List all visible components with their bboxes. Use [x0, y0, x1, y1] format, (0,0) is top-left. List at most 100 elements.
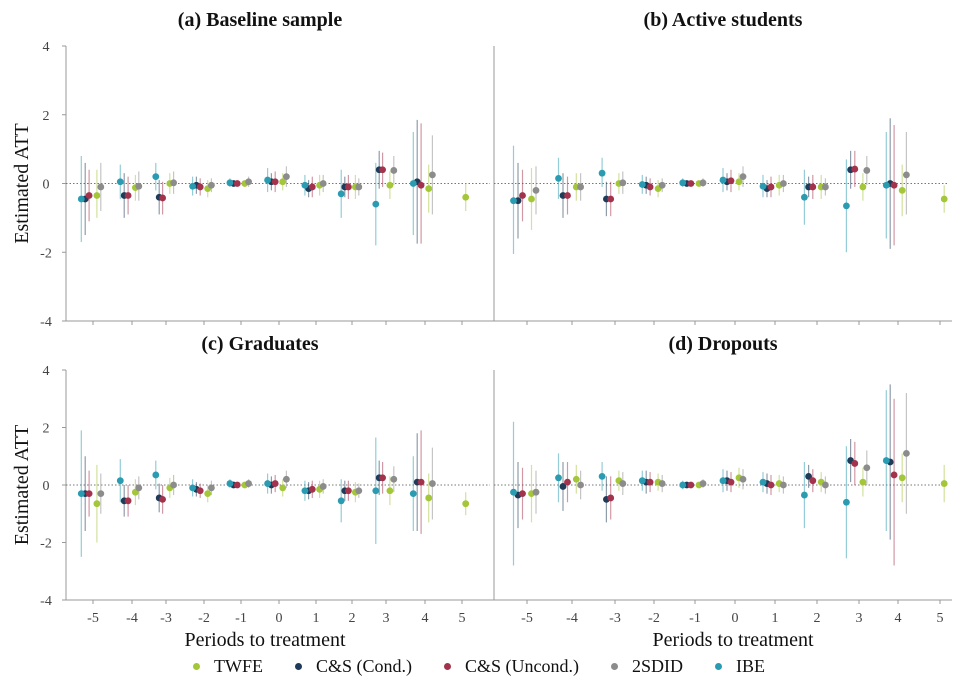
x-tick-label: -4 [126, 611, 138, 626]
data-point [152, 173, 160, 181]
x-axis-label: Periods to treatment [652, 629, 814, 651]
data-point [882, 457, 890, 464]
data-point [843, 498, 850, 506]
y-tick-label: 2 [43, 109, 50, 124]
data-point [658, 480, 666, 487]
x-tick-label: 1 [772, 611, 779, 626]
data-point [372, 200, 380, 208]
data-point [390, 167, 398, 174]
data-point [528, 195, 535, 203]
data-point [208, 484, 215, 492]
data-point [425, 494, 433, 502]
data-point [345, 487, 352, 495]
data-point [532, 186, 540, 194]
x-tick-label: -5 [521, 611, 533, 626]
data-point [719, 477, 727, 485]
data-point [417, 181, 425, 189]
data-point [271, 178, 279, 186]
x-axis-label: Periods to treatment [184, 629, 346, 651]
x-tick-label: -3 [609, 611, 621, 626]
data-point [898, 474, 906, 482]
data-point [638, 477, 646, 485]
x-tick-label: 2 [349, 611, 356, 626]
data-point [940, 480, 948, 487]
data-point [532, 488, 540, 496]
data-point [135, 182, 143, 190]
data-point [429, 171, 436, 179]
data-point [577, 481, 584, 489]
y-tick-label: -4 [40, 594, 52, 609]
data-point [780, 180, 787, 187]
data-point [890, 471, 898, 479]
data-point [208, 181, 215, 189]
legend-marker [192, 662, 200, 670]
data-point [822, 183, 829, 191]
data-point [124, 192, 132, 199]
data-point [679, 179, 687, 187]
x-tick-label: -1 [235, 611, 247, 626]
data-point [196, 183, 204, 191]
data-point [77, 490, 85, 498]
event-study-figure: (a) Baseline sample 4 2 0 -2 -4 Estimated ATT (… [11, 9, 952, 651]
y-tick-label: 0 [43, 479, 50, 494]
data-point [116, 477, 124, 485]
x-tick-label: 5 [937, 611, 944, 626]
legend-label: C&S (Cond.) [315, 655, 412, 676]
data-point [116, 178, 124, 186]
data-point [759, 478, 767, 486]
data-point [390, 475, 398, 483]
data-point [564, 192, 571, 199]
data-point [559, 483, 567, 490]
data-point [301, 181, 309, 189]
legend-item: TWFE [192, 656, 263, 677]
data-point [308, 183, 316, 191]
data-point [699, 480, 707, 487]
data-point [355, 487, 363, 495]
legend-label: IBE [736, 655, 766, 676]
data-point [379, 474, 386, 482]
data-point [283, 173, 290, 181]
data-point [319, 180, 327, 187]
data-point [598, 472, 606, 480]
data-point [809, 183, 817, 191]
y-axis-label: Estimated ATT [11, 425, 33, 546]
data-point [646, 183, 654, 191]
legend-item: IBE [715, 656, 765, 677]
data-point [159, 495, 167, 503]
data-point [204, 490, 212, 498]
data-point [598, 169, 606, 177]
x-tick-label: -2 [648, 611, 660, 626]
y-tick-label: 4 [43, 40, 50, 55]
data-point [805, 472, 812, 480]
data-point [564, 478, 571, 486]
data-point [417, 478, 425, 486]
x-tick-label: -3 [160, 611, 172, 626]
data-point [170, 481, 178, 489]
legend-marker [444, 662, 451, 670]
data-point [940, 195, 948, 203]
data-point [226, 179, 234, 187]
data-point [159, 194, 167, 202]
data-point [572, 475, 580, 483]
data-point [264, 176, 271, 184]
x-tick-label: 3 [856, 611, 863, 626]
data-point [170, 179, 178, 187]
data-point [97, 183, 105, 191]
x-tick-label: 0 [732, 611, 739, 626]
data-point [85, 192, 93, 199]
data-point [372, 487, 380, 495]
x-tick-label: -4 [566, 611, 578, 626]
legend-item: 2SDID [611, 656, 683, 677]
data-point [619, 480, 627, 487]
data-point [279, 484, 287, 492]
data-point [727, 478, 735, 486]
data-point [245, 480, 253, 487]
data-point [577, 183, 584, 191]
data-point [345, 183, 352, 191]
data-point [189, 182, 197, 190]
data-point [135, 484, 143, 492]
data-point [93, 500, 101, 508]
x-tick-label: 4 [895, 611, 902, 626]
data-point [809, 477, 817, 485]
data-point [319, 483, 327, 490]
